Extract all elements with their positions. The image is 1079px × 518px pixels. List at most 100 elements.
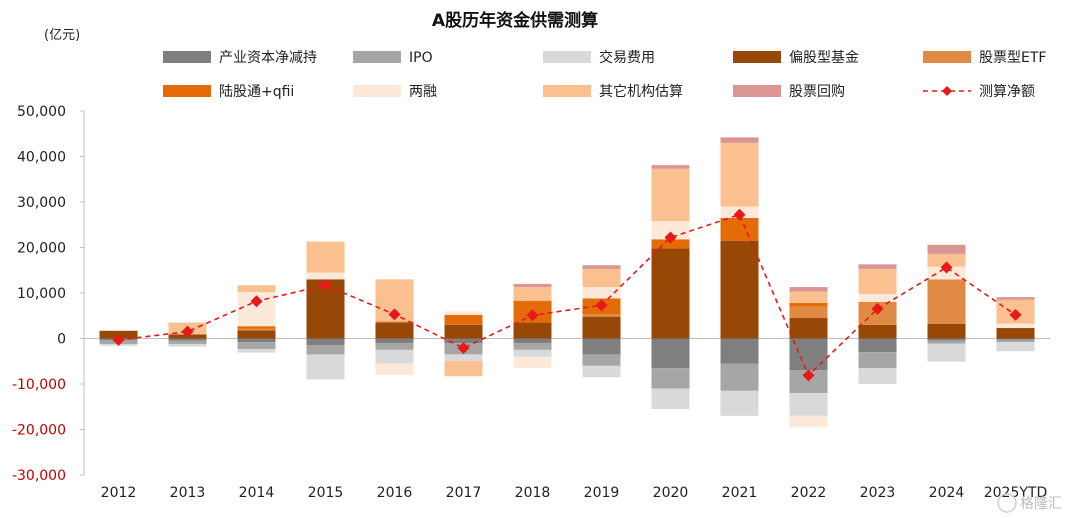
- bar-segment: [720, 390, 759, 416]
- legend-label: 股票型ETF: [979, 50, 1046, 66]
- bar-segment: [168, 340, 207, 344]
- net-line-point: [457, 342, 470, 355]
- x-tick-label: 2019: [584, 485, 620, 501]
- x-tick-label: 2013: [170, 485, 206, 501]
- bar-segment: [720, 240, 759, 339]
- x-tick-label: 2018: [515, 485, 551, 501]
- legend-label: 交易费用: [599, 49, 655, 66]
- y-tick-label: 30,000: [17, 195, 66, 211]
- y-tick-label: 20,000: [17, 241, 66, 257]
- y-tick-label: -10,000: [12, 377, 66, 393]
- bar-segment: [237, 330, 276, 339]
- bar-segment: [927, 338, 966, 341]
- bar-segment: [996, 339, 1035, 343]
- x-tick-label: 2020: [653, 485, 689, 501]
- y-tick-label: 10,000: [17, 286, 66, 302]
- bar-segment: [444, 354, 483, 362]
- x-axis: 2012 2013 2014 2015 2016 2017 2018 2019 2020 2021…: [84, 338, 1050, 501]
- bar-segment: [927, 343, 966, 362]
- unit-label: (亿元): [44, 28, 80, 43]
- bar-segment: [651, 338, 690, 369]
- bar-segment: [789, 415, 828, 428]
- bar-segment: [513, 343, 552, 350]
- bar-segment: [306, 338, 345, 346]
- bar-segment: [858, 264, 897, 269]
- bar-segment: [513, 356, 552, 369]
- bar-segment: [858, 324, 897, 339]
- bar-segment: [927, 323, 966, 339]
- bar-segment: [927, 279, 966, 324]
- bar-segment: [375, 322, 414, 339]
- net-line-path: [118, 213, 1016, 377]
- x-tick-label: 2021: [722, 485, 758, 501]
- bar-segment: [858, 352, 897, 369]
- bar-segment: [651, 388, 690, 410]
- x-tick-label: 2012: [101, 485, 137, 501]
- bar-segment: [651, 168, 690, 222]
- legend-swatch: [543, 51, 591, 63]
- x-tick-label: 2023: [860, 485, 896, 501]
- bar-segment: [306, 345, 345, 355]
- net-line-point: [319, 279, 332, 292]
- bar-segment: [651, 248, 690, 339]
- bar-segment: [720, 217, 759, 241]
- bar-segment: [858, 338, 897, 353]
- legend-label: 偏股型基金: [789, 49, 859, 66]
- bar-segment: [444, 324, 483, 339]
- bar-segment: [858, 368, 897, 384]
- bar-segment: [651, 239, 690, 249]
- legend-marker-swatch: [942, 86, 952, 96]
- net-line-point: [1009, 308, 1022, 321]
- x-tick-label: 2015: [308, 485, 344, 501]
- legend-swatch: [733, 85, 781, 97]
- bar-segment: [168, 343, 207, 347]
- bar-segment: [306, 241, 345, 273]
- net-line-point: [871, 302, 884, 315]
- bar-segment: [858, 302, 897, 304]
- legend-label: IPO: [409, 50, 433, 66]
- bar-segment: [513, 283, 552, 288]
- y-tick-label: 40,000: [17, 150, 66, 166]
- bar-segment: [651, 221, 690, 240]
- legend-swatch: [353, 51, 401, 63]
- x-tick-label: 2024: [929, 485, 965, 501]
- bars: [99, 137, 1035, 428]
- bar-segment: [375, 343, 414, 350]
- legend-label: 产业资本净减持: [219, 50, 317, 66]
- bar-segment: [444, 361, 483, 377]
- bar-segment: [927, 340, 966, 344]
- legend-swatch: [163, 85, 211, 97]
- bar-segment: [651, 368, 690, 389]
- bar-segment: [444, 338, 483, 344]
- bar-segment: [375, 349, 414, 364]
- legend-swatch: [163, 51, 211, 63]
- legend-swatch: [923, 51, 971, 63]
- bar-segment: [444, 311, 483, 315]
- bar-segment: [237, 342, 276, 349]
- y-tick-label: -20,000: [12, 423, 66, 439]
- net-line-point: [595, 299, 608, 312]
- bar-segment: [996, 342, 1035, 352]
- bar-segment: [789, 318, 828, 339]
- bar-segment: [927, 244, 966, 254]
- net-line-point: [940, 261, 953, 274]
- y-tick-label: 50,000: [17, 104, 66, 120]
- net-line-point: [664, 231, 677, 244]
- bar-segment: [858, 268, 897, 294]
- bar-segment: [789, 287, 828, 292]
- net-line-point: [112, 333, 125, 346]
- bar-segment: [582, 265, 621, 269]
- x-tick-label: 2022: [791, 485, 827, 501]
- bar-segment: [513, 322, 552, 339]
- bar-segment: [996, 323, 1035, 329]
- bar-segment: [375, 338, 414, 344]
- bar-segment: [237, 326, 276, 329]
- legend-swatch: [543, 85, 591, 97]
- x-tick-label: 2017: [446, 485, 482, 501]
- legend-label: 其它机构估算: [599, 83, 683, 100]
- bar-segment: [582, 338, 621, 355]
- bar-segment: [651, 165, 690, 169]
- bar-segment: [582, 268, 621, 288]
- bar-segment: [789, 338, 828, 371]
